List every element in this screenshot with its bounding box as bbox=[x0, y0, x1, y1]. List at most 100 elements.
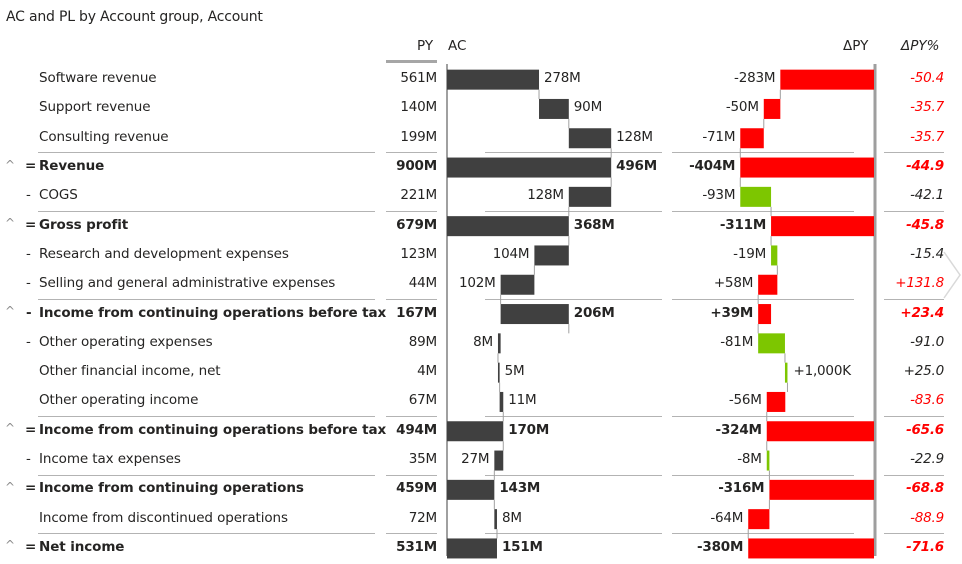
dpy-bar[interactable] bbox=[740, 128, 764, 149]
ac-value-label: 128M bbox=[616, 128, 653, 145]
row-label[interactable]: Selling and general administrative expen… bbox=[39, 275, 336, 292]
py-value: 167M bbox=[396, 304, 437, 321]
ac-bar[interactable] bbox=[494, 450, 504, 471]
visual-title: AC and PL by Account group, Account bbox=[6, 9, 263, 25]
expand-collapse-icon[interactable]: ^ bbox=[5, 479, 16, 494]
ac-bar[interactable] bbox=[447, 421, 504, 442]
row-label[interactable]: Software revenue bbox=[39, 70, 157, 87]
dpy-value-label: -316M bbox=[718, 480, 765, 497]
row-separator bbox=[38, 211, 375, 212]
ac-bar[interactable] bbox=[500, 274, 535, 295]
column-header-dpy-pct[interactable]: ΔPY% bbox=[901, 38, 940, 54]
ac-bar[interactable] bbox=[447, 157, 612, 178]
row-label[interactable]: Consulting revenue bbox=[39, 128, 169, 145]
dpy-bar[interactable] bbox=[780, 69, 874, 90]
expand-collapse-icon[interactable]: ^ bbox=[5, 304, 16, 319]
ac-value-label: 496M bbox=[616, 158, 657, 175]
dpy-bar[interactable] bbox=[740, 186, 772, 207]
py-value: 679M bbox=[396, 216, 437, 233]
dpy-bar[interactable] bbox=[748, 509, 770, 530]
ac-bar[interactable] bbox=[500, 304, 569, 325]
dpy-bar[interactable] bbox=[758, 333, 785, 354]
row-label[interactable]: COGS bbox=[39, 187, 78, 204]
chevron-right-icon[interactable] bbox=[942, 250, 962, 300]
dpy-pct-value: -88.9 bbox=[910, 509, 944, 526]
dpy-bar[interactable] bbox=[769, 479, 874, 500]
ac-value-label: 170M bbox=[508, 421, 550, 438]
ac-bar[interactable] bbox=[494, 509, 497, 530]
ac-bar[interactable] bbox=[447, 69, 540, 90]
expand-collapse-icon[interactable]: ^ bbox=[5, 538, 16, 553]
ac-bar[interactable] bbox=[447, 216, 569, 237]
dpy-bar[interactable] bbox=[766, 391, 786, 412]
row-separator bbox=[38, 416, 375, 418]
expand-collapse-icon[interactable]: ^ bbox=[5, 216, 16, 231]
row-operator: = bbox=[25, 480, 37, 497]
expand-collapse-icon[interactable]: ^ bbox=[5, 157, 16, 172]
ac-bar[interactable] bbox=[568, 186, 612, 207]
column-header-py[interactable]: PY bbox=[417, 38, 434, 54]
ac-bar[interactable] bbox=[568, 128, 612, 149]
row-label[interactable]: Income from continuing operations before… bbox=[39, 304, 387, 321]
dpy-bar[interactable] bbox=[748, 538, 874, 559]
ac-value-label: 5M bbox=[504, 363, 525, 380]
dpy-bar[interactable] bbox=[771, 245, 778, 266]
dpy-bar[interactable] bbox=[784, 362, 788, 383]
row-label[interactable]: Other operating expenses bbox=[39, 333, 213, 350]
row-separator bbox=[485, 211, 662, 212]
ac-value-label: 27M bbox=[461, 451, 490, 468]
ac-bar[interactable] bbox=[497, 333, 501, 354]
row-label[interactable]: Gross profit bbox=[39, 216, 129, 233]
py-value: 221M bbox=[400, 187, 437, 204]
dpy-value-label: -93M bbox=[702, 187, 736, 204]
ac-bar[interactable] bbox=[497, 362, 500, 383]
row-label[interactable]: Income tax expenses bbox=[39, 451, 181, 468]
row-separator bbox=[38, 298, 375, 300]
py-value: 35M bbox=[408, 451, 437, 468]
row-operator: = bbox=[25, 158, 37, 175]
row-separator bbox=[672, 211, 854, 212]
ac-bar[interactable] bbox=[447, 479, 495, 500]
row-operator: - bbox=[26, 333, 31, 350]
row-label[interactable]: Revenue bbox=[39, 158, 105, 175]
dpy-bar[interactable] bbox=[740, 157, 874, 178]
ac-value-label: 206M bbox=[573, 304, 615, 321]
row-label[interactable]: Research and development expenses bbox=[39, 245, 289, 262]
ac-value-label: 143M bbox=[499, 480, 541, 497]
dpy-pct-value: -71.6 bbox=[906, 538, 944, 555]
dpy-pct-value: +131.8 bbox=[895, 275, 944, 292]
row-label[interactable]: Income from discontinued operations bbox=[39, 509, 288, 526]
ac-bar[interactable] bbox=[534, 245, 569, 266]
row-label[interactable]: Other financial income, net bbox=[39, 363, 221, 380]
py-value: 123M bbox=[400, 245, 437, 262]
py-value: 4M bbox=[417, 363, 437, 380]
py-value: 199M bbox=[400, 128, 437, 145]
column-header-ac[interactable]: AC bbox=[448, 38, 467, 54]
expand-collapse-icon[interactable]: ^ bbox=[5, 421, 16, 436]
row-separator bbox=[485, 416, 662, 418]
ac-bar[interactable] bbox=[499, 391, 504, 412]
py-value: 67M bbox=[408, 392, 437, 409]
dpy-bar[interactable] bbox=[758, 304, 772, 325]
row-separator bbox=[38, 474, 375, 476]
row-separator bbox=[884, 416, 944, 418]
row-separator bbox=[386, 152, 437, 154]
ac-value-label: 128M bbox=[527, 187, 564, 204]
row-label[interactable]: Other operating income bbox=[39, 392, 199, 409]
row-label[interactable]: Net income bbox=[39, 538, 125, 555]
row-separator bbox=[485, 533, 662, 535]
dpy-value-label: -56M bbox=[728, 392, 762, 409]
column-header-dpy[interactable]: ΔPY bbox=[843, 38, 869, 54]
ac-bar[interactable] bbox=[447, 538, 497, 559]
dpy-bar[interactable] bbox=[766, 450, 770, 471]
row-label[interactable]: Income from continuing operations before… bbox=[39, 421, 387, 438]
dpy-bar[interactable] bbox=[763, 98, 781, 119]
dpy-bar[interactable] bbox=[771, 216, 874, 237]
py-value: 900M bbox=[396, 158, 437, 175]
row-label[interactable]: Support revenue bbox=[39, 99, 151, 116]
dpy-bar[interactable] bbox=[758, 274, 778, 295]
ac-bar[interactable] bbox=[539, 98, 569, 119]
dpy-bar[interactable] bbox=[766, 421, 874, 442]
row-label[interactable]: Income from continuing operations bbox=[39, 480, 304, 497]
